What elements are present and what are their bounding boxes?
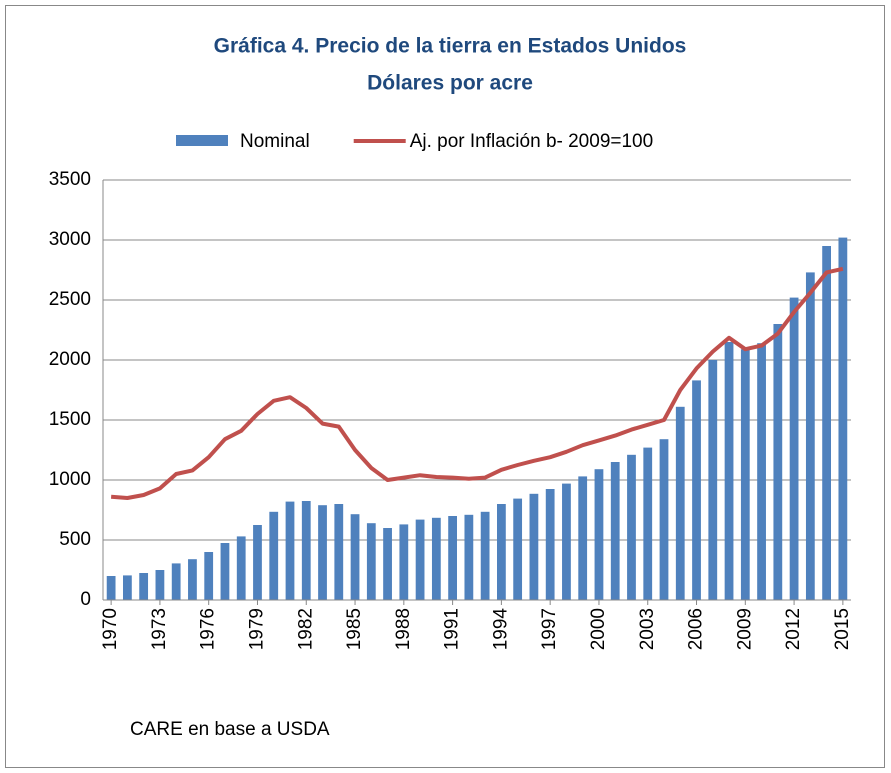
bar [480, 511, 490, 600]
bar [253, 525, 262, 600]
bar [659, 439, 669, 600]
bar [627, 454, 636, 600]
bar [578, 476, 588, 600]
x-tick-label: 1997 [539, 608, 560, 650]
x-tick-label: 1982 [295, 608, 316, 650]
bar [188, 559, 197, 600]
bar [123, 575, 132, 600]
bar [594, 469, 604, 600]
x-tick-label: 1991 [442, 608, 463, 650]
x-tick-label: 1970 [100, 608, 121, 650]
bar [643, 447, 653, 600]
bar [497, 504, 506, 600]
bar [724, 342, 734, 600]
legend-swatch [176, 135, 228, 146]
chart-subtitle: Dólares por acre [367, 72, 533, 95]
bar [301, 501, 311, 600]
bar [431, 517, 441, 600]
bar [675, 406, 685, 600]
x-tick-label: 1985 [344, 608, 365, 650]
y-tick-label: 3000 [49, 229, 91, 250]
x-tick-label: 2006 [686, 608, 707, 650]
bar [383, 528, 392, 600]
bar [789, 297, 799, 600]
legend-label: Aj. por Inflación b- 2009=100 [410, 131, 653, 152]
chart-border [5, 5, 885, 768]
bar [529, 493, 539, 600]
bar [562, 483, 571, 600]
bar [269, 511, 279, 600]
bar [805, 272, 815, 600]
y-tick-label: 2500 [49, 289, 91, 310]
bar [610, 462, 620, 600]
bar [285, 501, 295, 600]
bar [822, 246, 831, 600]
x-tick-label: 2015 [832, 608, 853, 650]
bar [106, 576, 116, 600]
chart-title: Gráfica 4. Precio de la tierra en Estado… [214, 35, 687, 58]
x-tick-label: 2000 [588, 608, 609, 650]
bar [366, 523, 376, 600]
bar [334, 504, 344, 600]
bar [155, 570, 165, 600]
y-tick-label: 3500 [49, 169, 91, 190]
x-tick-label: 2012 [783, 608, 804, 650]
bar [448, 516, 457, 600]
y-tick-label: 500 [59, 529, 91, 550]
bar [708, 360, 718, 600]
y-tick-label: 1000 [49, 469, 91, 490]
y-tick-label: 1500 [49, 409, 91, 430]
legend-label: Nominal [240, 131, 310, 152]
bar [204, 552, 214, 600]
bar [399, 524, 409, 600]
x-tick-label: 1979 [246, 608, 267, 650]
bar [757, 343, 766, 600]
bar [464, 514, 474, 600]
source-note: CARE en base a USDA [130, 719, 330, 740]
x-tick-label: 2003 [637, 608, 658, 650]
x-tick-label: 1973 [149, 608, 170, 650]
x-tick-label: 1976 [198, 608, 219, 650]
x-tick-label: 2009 [734, 608, 755, 650]
bar [838, 237, 848, 600]
bar [350, 514, 360, 600]
bar [773, 324, 783, 600]
y-tick-label: 2000 [49, 349, 91, 370]
bar [545, 489, 555, 600]
bar [220, 543, 230, 600]
bar [692, 380, 701, 600]
bar [513, 498, 523, 600]
x-tick-label: 1994 [490, 608, 511, 651]
y-tick-label: 0 [80, 589, 91, 610]
line [110, 266, 844, 500]
x-tick-label: 1988 [393, 608, 414, 650]
bar [139, 573, 149, 600]
bar [171, 563, 181, 600]
bar [236, 536, 246, 600]
bar [740, 349, 750, 600]
bar [318, 505, 327, 600]
bar [415, 519, 425, 600]
